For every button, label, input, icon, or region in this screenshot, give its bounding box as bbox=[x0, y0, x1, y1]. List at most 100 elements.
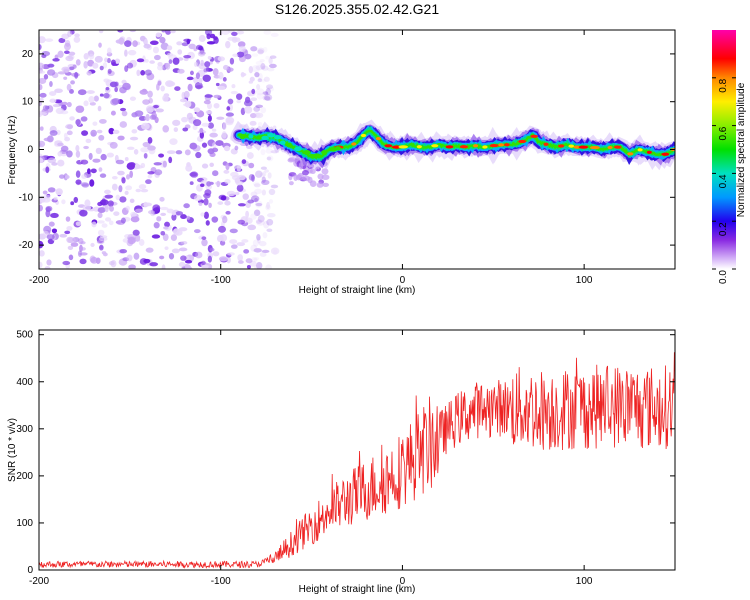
noise-blob bbox=[251, 257, 260, 261]
noise-blob bbox=[45, 206, 52, 213]
ridge-hotspot bbox=[637, 148, 643, 152]
noise-blob bbox=[159, 255, 165, 260]
noise-blob bbox=[183, 203, 190, 209]
ridge-hotspot bbox=[321, 150, 328, 155]
noise-blob bbox=[257, 263, 263, 269]
colorbar-tick-label: 0.2 bbox=[718, 222, 729, 236]
noise-blob bbox=[168, 59, 173, 64]
noise-blob bbox=[39, 43, 42, 51]
noise-blob bbox=[226, 106, 231, 111]
noise-blob bbox=[168, 252, 175, 260]
noise-blob bbox=[154, 169, 163, 176]
noise-blob bbox=[183, 55, 192, 59]
noise-blob bbox=[39, 77, 47, 84]
noise-blob bbox=[99, 118, 107, 124]
noise-blob bbox=[138, 184, 147, 190]
noise-blob bbox=[47, 157, 57, 164]
noise-blob bbox=[219, 256, 228, 262]
noise-blob bbox=[144, 58, 149, 63]
noise-blob bbox=[108, 127, 115, 135]
noise-blob bbox=[226, 190, 236, 197]
noise-blob bbox=[206, 102, 213, 110]
noise-blob bbox=[247, 224, 257, 231]
noise-blob bbox=[66, 150, 73, 158]
noise-blob bbox=[144, 69, 152, 76]
noise-blob bbox=[79, 244, 83, 253]
noise-blob bbox=[121, 177, 126, 184]
noise-blob bbox=[43, 137, 53, 142]
noise-blob bbox=[65, 55, 74, 62]
noise-blob bbox=[250, 97, 258, 101]
noise-blob bbox=[39, 140, 46, 148]
noise-blob bbox=[166, 81, 176, 87]
noise-blob bbox=[77, 250, 82, 257]
noise-blob bbox=[255, 261, 263, 269]
noise-blob bbox=[97, 229, 105, 236]
noise-blob bbox=[251, 53, 259, 57]
noise-blob bbox=[250, 191, 258, 197]
noise-blob bbox=[203, 198, 209, 206]
noise-blob bbox=[126, 62, 134, 69]
noise-blob bbox=[179, 98, 188, 103]
noise-blob bbox=[133, 252, 140, 260]
noise-blob bbox=[226, 252, 235, 256]
spectrogram-y-tick-label: 10 bbox=[22, 97, 34, 108]
noise-blob bbox=[160, 42, 169, 50]
noise-blob bbox=[165, 62, 171, 70]
noise-blob bbox=[77, 89, 87, 96]
noise-blob bbox=[266, 201, 271, 210]
ridge-smear bbox=[302, 170, 309, 176]
noise-blob bbox=[225, 119, 234, 126]
noise-blob bbox=[46, 69, 56, 76]
noise-blob bbox=[153, 221, 160, 229]
noise-blob bbox=[183, 266, 193, 269]
noise-blob bbox=[95, 147, 102, 155]
noise-blob bbox=[135, 208, 143, 213]
noise-blob bbox=[91, 221, 97, 228]
noise-blob bbox=[173, 127, 179, 133]
noise-blob bbox=[113, 211, 120, 216]
noise-blob bbox=[45, 166, 50, 174]
noise-blob bbox=[260, 62, 266, 70]
noise-blob bbox=[245, 258, 253, 264]
noise-blob bbox=[223, 145, 231, 152]
noise-blob bbox=[250, 213, 257, 220]
noise-blob bbox=[57, 151, 63, 157]
noise-blob bbox=[87, 168, 91, 175]
noise-blob bbox=[262, 91, 269, 95]
noise-blob bbox=[42, 105, 49, 112]
ridge-smear bbox=[316, 182, 324, 188]
ridge-hotspot bbox=[375, 136, 382, 141]
noise-blob bbox=[188, 43, 196, 50]
noise-blob bbox=[225, 210, 231, 215]
noise-blob bbox=[215, 140, 224, 146]
ridge-hotspot bbox=[482, 145, 488, 149]
noise-blob bbox=[261, 65, 269, 71]
ridge-hotspot bbox=[431, 144, 439, 148]
noise-blob bbox=[259, 172, 266, 179]
noise-blob bbox=[229, 228, 238, 234]
ridge-hotspot bbox=[313, 153, 321, 158]
noise-blob bbox=[141, 88, 147, 93]
noise-blob bbox=[255, 60, 264, 66]
noise-blob bbox=[270, 184, 279, 189]
noise-blob bbox=[127, 49, 137, 56]
noise-blob bbox=[102, 62, 108, 69]
noise-blob bbox=[61, 199, 66, 205]
noise-blob bbox=[59, 174, 65, 179]
noise-blob bbox=[254, 200, 263, 208]
noise-blob bbox=[256, 92, 264, 100]
noise-blob bbox=[75, 170, 81, 178]
noise-blob bbox=[247, 92, 252, 96]
noise-blob bbox=[182, 127, 189, 132]
noise-blob bbox=[189, 181, 194, 186]
noise-blob bbox=[260, 106, 267, 114]
noise-blob bbox=[255, 88, 265, 96]
spectrogram-y-tick-label: -20 bbox=[19, 240, 34, 251]
noise-blob bbox=[207, 148, 215, 155]
noise-blob bbox=[147, 90, 153, 98]
noise-blob bbox=[253, 258, 258, 262]
noise-blob bbox=[149, 60, 155, 64]
ridge-hotspot bbox=[360, 133, 367, 138]
noise-blob bbox=[212, 251, 220, 257]
